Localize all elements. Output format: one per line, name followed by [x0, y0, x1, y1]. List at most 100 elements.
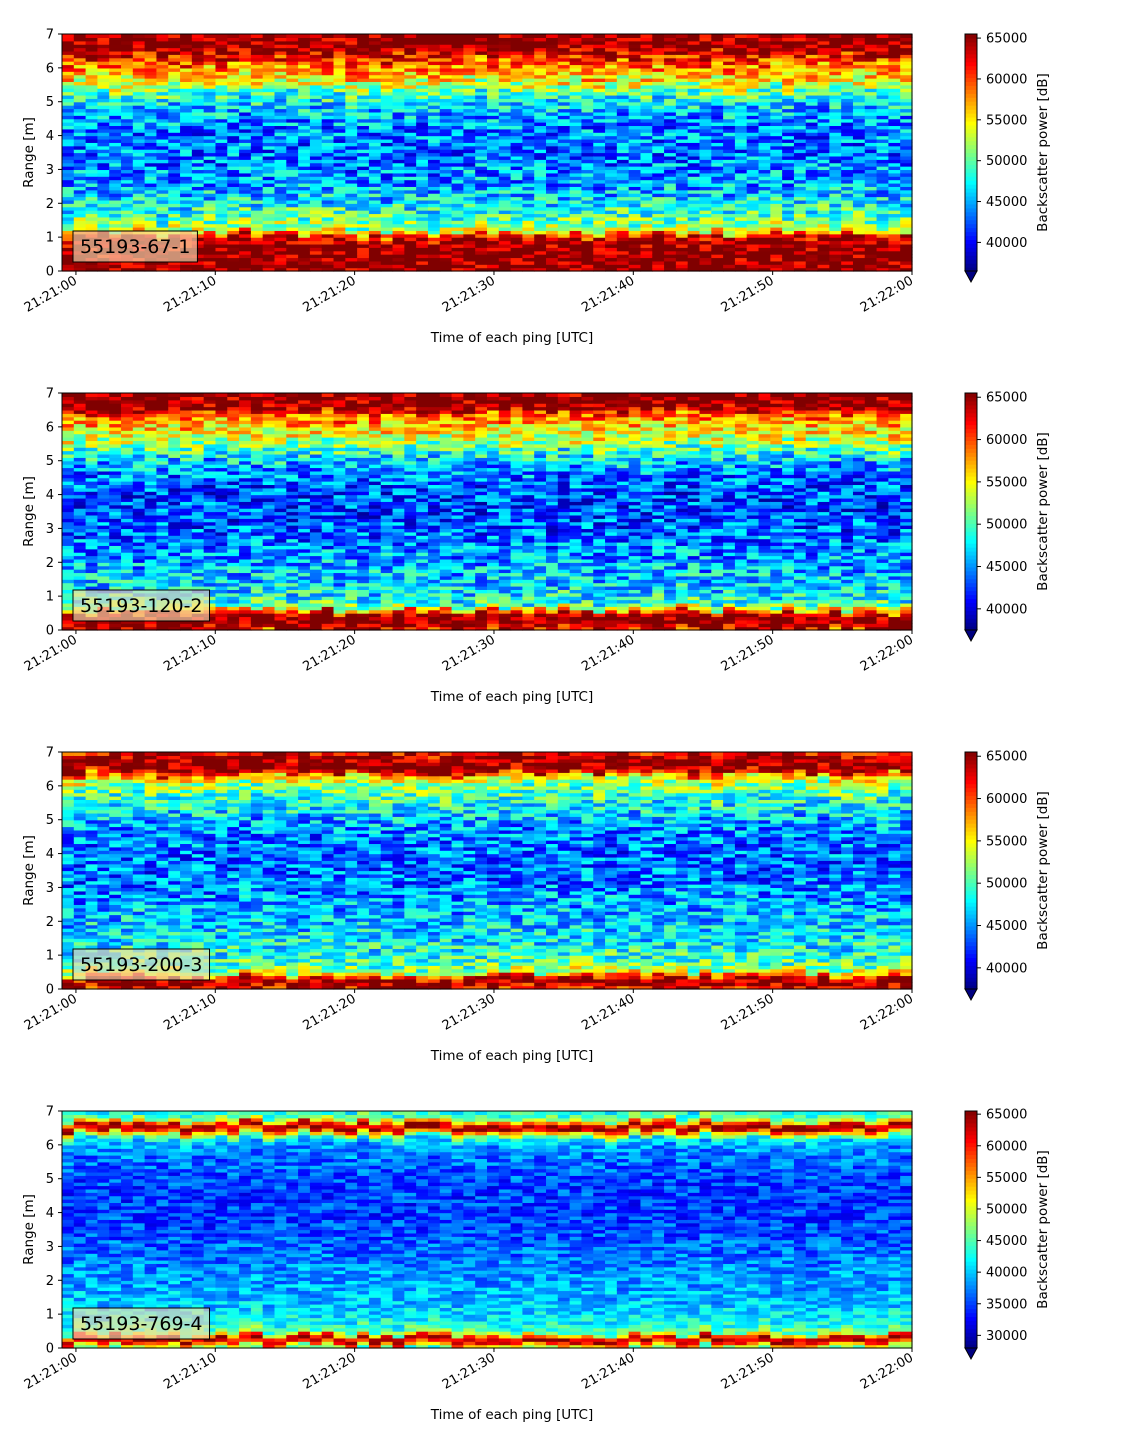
- heatmap-cell: [298, 210, 311, 215]
- heatmap-cell: [121, 193, 134, 198]
- heatmap-cell: [203, 199, 217, 204]
- heatmap-cell: [274, 166, 287, 171]
- heatmap-cell: [416, 118, 429, 123]
- heatmap-cell: [309, 169, 323, 174]
- heatmap-cell: [357, 138, 370, 143]
- heatmap-cell: [227, 115, 240, 120]
- heatmap-cell: [250, 226, 264, 231]
- heatmap-cell: [357, 78, 370, 82]
- heatmap-cell: [274, 57, 287, 62]
- heatmap-cell: [203, 138, 217, 143]
- heatmap-cell: [357, 132, 370, 137]
- heatmap-cell: [109, 81, 122, 86]
- heatmap-cell: [286, 54, 299, 59]
- heatmap-cell: [321, 193, 335, 198]
- heatmap-cell: [121, 108, 134, 113]
- heatmap-cell: [73, 199, 87, 204]
- heatmap-cell: [85, 108, 99, 113]
- heatmap-cell: [357, 179, 370, 184]
- heatmap-cell: [333, 132, 346, 137]
- heatmap-cell: [262, 138, 276, 143]
- heatmap-cell: [427, 78, 441, 82]
- heatmap-cell: [357, 81, 370, 86]
- heatmap-cell: [191, 206, 205, 211]
- heatmap-cell: [427, 206, 441, 211]
- heatmap-cell: [109, 108, 122, 113]
- heatmap-cell: [156, 159, 169, 164]
- heatmap-cell: [262, 78, 276, 82]
- heatmap-cell: [121, 125, 134, 130]
- heatmap-cell: [239, 135, 252, 140]
- heatmap-cell: [250, 166, 264, 171]
- heatmap-cell: [416, 88, 429, 93]
- heatmap-cell: [168, 162, 181, 167]
- heatmap-cell: [168, 74, 181, 79]
- heatmap-cell: [85, 169, 99, 174]
- heatmap-cell: [109, 189, 122, 194]
- heatmap-cell: [392, 237, 405, 242]
- heatmap-cell: [109, 142, 122, 147]
- heatmap-cell: [121, 50, 134, 55]
- heatmap-cell: [180, 98, 193, 103]
- heatmap-cell: [298, 78, 311, 82]
- heatmap-cell: [357, 142, 370, 147]
- heatmap-cell: [156, 111, 169, 116]
- heatmap-cell: [593, 34, 606, 38]
- heatmap-cell: [121, 101, 134, 106]
- heatmap-cell: [168, 98, 181, 103]
- heatmap-cell: [144, 118, 158, 123]
- heatmap-cell: [380, 115, 394, 120]
- heatmap-cell: [191, 94, 205, 99]
- heatmap-cell: [321, 40, 335, 45]
- heatmap-cell: [357, 166, 370, 171]
- heatmap-cell: [286, 142, 299, 147]
- heatmap-cell: [109, 149, 122, 154]
- heatmap-cell: [392, 223, 405, 228]
- heatmap-cell: [321, 74, 335, 79]
- heatmap-cell: [97, 118, 110, 123]
- heatmap-cell: [85, 88, 99, 93]
- heatmap-cell: [357, 40, 370, 45]
- heatmap-cell: [309, 250, 323, 255]
- heatmap-cell: [227, 47, 240, 52]
- heatmap-cell: [156, 264, 169, 269]
- heatmap-cell: [357, 233, 370, 238]
- heatmap-cell: [215, 57, 228, 62]
- heatmap-cell: [333, 142, 346, 147]
- heatmap-cell: [144, 216, 158, 221]
- heatmap-cell: [62, 230, 75, 235]
- heatmap-cell: [144, 101, 158, 106]
- heatmap-cell: [203, 223, 217, 228]
- heatmap-cell: [357, 226, 370, 231]
- heatmap-cell: [333, 37, 346, 42]
- heatmap-cell: [298, 145, 311, 150]
- heatmap-cell: [274, 220, 287, 225]
- heatmap-cell: [250, 145, 264, 150]
- heatmap-cell: [286, 206, 299, 211]
- heatmap-cell: [262, 101, 276, 106]
- heatmap-cell: [121, 189, 134, 194]
- heatmap-cell: [357, 44, 370, 49]
- heatmap-cell: [416, 179, 429, 184]
- heatmap-cell: [109, 206, 122, 211]
- heatmap-cell: [191, 264, 205, 269]
- heatmap-cell: [380, 176, 394, 181]
- heatmap-cell: [416, 155, 429, 160]
- heatmap-cell: [180, 94, 193, 99]
- heatmap-cell: [298, 98, 311, 103]
- heatmap-cell: [286, 50, 299, 55]
- heatmap-cell: [357, 267, 370, 272]
- heatmap-cell: [262, 193, 276, 198]
- heatmap-cell: [392, 159, 405, 164]
- heatmap-cell: [85, 135, 99, 140]
- heatmap-cell: [73, 88, 87, 93]
- heatmap-cell: [817, 34, 830, 38]
- heatmap-cell: [132, 67, 146, 72]
- heatmap-cell: [427, 260, 441, 265]
- heatmap-cell: [227, 254, 240, 259]
- heatmap-cell: [132, 34, 146, 38]
- heatmap-cell: [321, 132, 335, 137]
- heatmap-cell: [85, 94, 99, 99]
- heatmap-cell: [215, 54, 228, 59]
